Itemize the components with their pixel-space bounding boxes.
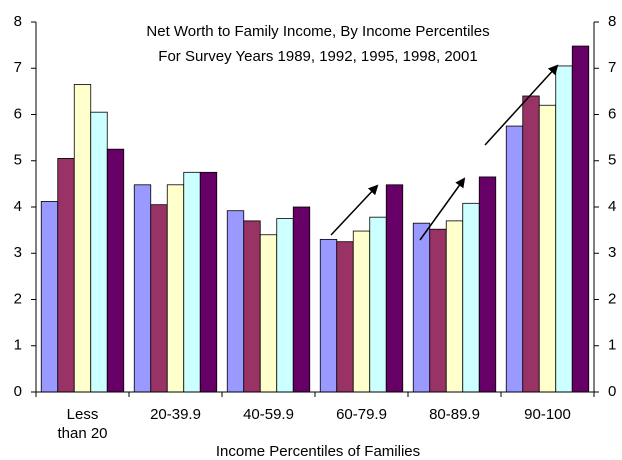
bar [166,184,185,393]
bar [199,171,218,393]
x-tick-label: 90-100 [524,406,571,423]
x-tick-label: 20-39.9 [150,406,201,423]
bar [369,216,387,393]
x-tick-label: 80-89.9 [429,406,480,423]
x-axis-label: Income Percentiles of Families [216,443,420,460]
bar [150,204,168,393]
trend-arrow [419,177,466,241]
trend-arrow [484,64,559,146]
y2-tick-label: 5 [608,152,616,169]
bar [106,148,125,393]
bar [243,220,261,393]
y2-tick-label: 2 [608,290,616,307]
y2-tick-label: 6 [608,105,616,122]
y-tick-label: 3 [14,244,22,261]
bar [276,218,294,393]
bar [429,228,447,393]
bar [183,171,201,393]
y-tick-label: 5 [14,152,22,169]
bar [462,202,480,393]
bar [445,220,464,393]
x-tick-label: Less than 20 [57,406,108,442]
bar [522,95,540,393]
bar [90,111,108,393]
bar [505,125,524,393]
y2-tick-label: 4 [608,198,616,215]
y-tick-label: 0 [14,383,22,400]
bar [73,84,92,393]
y-tick-label: 2 [14,290,22,307]
y2-tick-label: 8 [608,13,616,30]
bar [259,234,278,393]
bar [385,184,404,393]
chart-title: Net Worth to Family Income, By Income Pe… [146,23,489,40]
bar [319,238,338,393]
y-tick-label: 7 [14,59,22,76]
chart-subtitle: For Survey Years 1989, 1992, 1995, 1998,… [158,48,477,65]
y-tick-label: 1 [14,337,22,354]
y2-tick-label: 3 [608,244,616,261]
x-tick-label: 40-59.9 [243,406,294,423]
y-tick-label: 8 [14,13,22,30]
y-tick-label: 6 [14,105,22,122]
trend-arrow [330,184,379,236]
bar [292,206,311,393]
bar [478,176,497,393]
bar [571,45,590,393]
bar [352,230,371,393]
bar [57,158,75,393]
bar [40,201,59,393]
y2-tick-label: 1 [608,337,616,354]
bar [412,222,431,393]
bar [538,104,557,393]
bar [226,210,245,393]
x-tick-label: 60-79.9 [336,406,387,423]
y2-tick-label: 0 [608,383,616,400]
y-tick-label: 4 [14,198,22,215]
bar [336,241,354,393]
y2-tick-label: 7 [608,59,616,76]
bar [133,184,152,393]
bar [555,65,573,393]
